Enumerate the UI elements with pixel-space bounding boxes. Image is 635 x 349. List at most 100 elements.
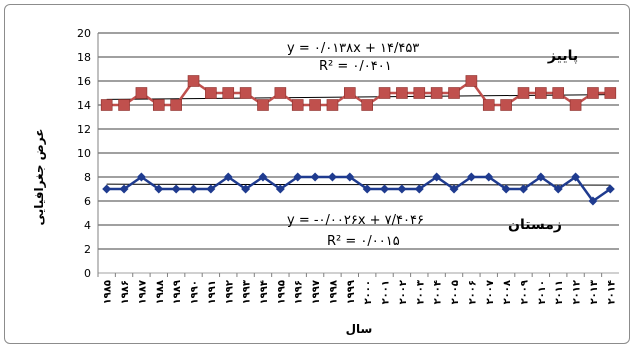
marker-1-6 <box>206 184 216 194</box>
series-markers <box>100 75 617 206</box>
marker-1-17 <box>397 184 407 194</box>
marker-0-24 <box>517 87 530 99</box>
y-tick-8: 8 <box>84 171 91 184</box>
marker-0-25 <box>535 87 547 99</box>
x-tick-۲۰۱۳: ۲۰۱۳ <box>589 280 600 304</box>
marker-1-3 <box>154 184 164 194</box>
y-tick-10: 10 <box>77 147 91 160</box>
marker-1-12 <box>310 172 320 182</box>
marker-1-22 <box>484 172 494 182</box>
x-tick-۱۹۹۸: ۱۹۹۸ <box>328 280 339 304</box>
x-tick-۲۰۰۳: ۲۰۰۳ <box>415 280 426 304</box>
marker-0-12 <box>309 99 321 111</box>
y-tick-0: 0 <box>84 267 91 280</box>
marker-1-9 <box>258 172 268 182</box>
chart-frame: 0 2 4 6 8 10 12 14 16 18 20 ۱۹۸۵ ۱۹۸۶ ۱۹۸۷ ۱۹۸۸ ۱۹۸۹ ۱۹… <box>4 4 630 344</box>
y-tick-18: 18 <box>77 51 91 64</box>
y-tick-14: 14 <box>77 99 91 112</box>
y-tick-2: 2 <box>84 243 91 256</box>
winter-trend-r2: R² = ۰/۰۰۱۵ <box>327 234 400 249</box>
marker-0-2 <box>135 87 148 99</box>
autumn-series-label: پاییز <box>547 48 578 64</box>
x-tick-۲۰۱۴: ۲۰۱۴ <box>606 280 617 304</box>
x-tick-۲۰۰۰: ۲۰۰۰ <box>363 280 374 304</box>
x-tick-۱۹۹۳: ۱۹۹۳ <box>242 280 253 304</box>
x-tick-۲۰۰۱: ۲۰۰۱ <box>381 280 392 304</box>
y-tick-20: 20 <box>77 27 91 40</box>
marker-0-21 <box>465 75 478 87</box>
marker-1-11 <box>293 172 303 182</box>
x-tick-۱۹۸۷: ۱۹۸۷ <box>137 280 148 304</box>
x-tick-۲۰۰۲: ۲۰۰۲ <box>398 280 409 304</box>
trendline-1 <box>106 183 611 186</box>
marker-1-7 <box>223 172 233 182</box>
x-tick-۲۰۱۲: ۲۰۱۲ <box>572 280 583 304</box>
marker-1-0 <box>102 184 112 194</box>
x-tick-۲۰۰۷: ۲۰۰۷ <box>485 280 496 304</box>
marker-1-14 <box>345 172 355 182</box>
x-tick-۱۹۹۰: ۱۹۹۰ <box>190 280 201 304</box>
marker-1-1 <box>119 184 129 194</box>
marker-1-15 <box>362 184 372 194</box>
y-axis-title: عرض جغرافیایی <box>32 129 46 226</box>
marker-1-8 <box>241 184 251 194</box>
marker-1-10 <box>275 184 285 194</box>
x-tick-۱۹۸۶: ۱۹۸۶ <box>120 280 131 304</box>
marker-0-20 <box>448 87 460 99</box>
marker-0-13 <box>326 99 339 111</box>
winter-series-label: زمستان <box>508 217 562 233</box>
marker-0-0 <box>100 99 113 111</box>
autumn-trend-equation: y = ۰/۰۱۳۸x + ۱۴/۴۵۳ <box>287 41 419 56</box>
x-axis-title: سال <box>346 322 373 336</box>
marker-1-23 <box>501 184 511 194</box>
y-tick-12: 12 <box>77 123 91 136</box>
marker-1-28 <box>588 196 598 206</box>
marker-1-27 <box>571 172 581 182</box>
marker-0-9 <box>257 99 269 111</box>
marker-1-25 <box>536 172 546 182</box>
y-tick-16: 16 <box>77 75 91 88</box>
x-tick-۲۰۰۵: ۲۰۰۵ <box>450 280 461 304</box>
y-tick-labels: 0 2 4 6 8 10 12 14 16 18 20 <box>77 27 91 280</box>
x-tick-۱۹۸۸: ۱۹۸۸ <box>155 280 166 304</box>
marker-0-17 <box>396 87 408 99</box>
y-tick-4: 4 <box>84 219 91 232</box>
marker-0-3 <box>152 99 165 111</box>
x-tick-۱۹۸۹: ۱۹۸۹ <box>172 280 183 304</box>
x-tick-۱۹۹۱: ۱۹۹۱ <box>207 280 218 304</box>
marker-1-24 <box>518 184 528 194</box>
x-tick-۱۹۹۴: ۱۹۹۴ <box>259 280 270 304</box>
series-line-0 <box>106 79 611 107</box>
x-tick-۱۹۹۶: ۱۹۹۶ <box>294 280 305 304</box>
marker-0-22 <box>482 99 495 111</box>
marker-0-23 <box>500 99 512 111</box>
x-tick-۲۰۰۸: ۲۰۰۸ <box>502 280 513 304</box>
marker-0-28 <box>587 87 599 99</box>
marker-1-4 <box>171 184 181 194</box>
winter-trend-equation: y = -۰/۰۰۲۶x + ۷/۴۰۴۶ <box>287 213 424 228</box>
x-tick-۲۰۰۶: ۲۰۰۶ <box>467 280 478 304</box>
y-tick-6: 6 <box>84 195 91 208</box>
x-tick-۲۰۰۹: ۲۰۰۹ <box>519 280 530 304</box>
marker-0-27 <box>569 99 582 111</box>
marker-1-13 <box>327 172 337 182</box>
marker-1-21 <box>466 172 476 182</box>
marker-0-5 <box>187 75 200 87</box>
x-tick-۱۹۹۷: ۱۹۹۷ <box>311 280 322 304</box>
trendlines <box>106 94 611 186</box>
marker-1-20 <box>449 184 459 194</box>
marker-1-5 <box>189 184 199 194</box>
x-tick-labels: ۱۹۸۵ ۱۹۸۶ ۱۹۸۷ ۱۹۸۸ ۱۹۸۹ ۱۹۹۰ ۱۹۹۱ ۱۹۹۲ ۱۹۹۳ ۱۹۹۴… <box>103 280 618 304</box>
marker-0-14 <box>344 87 356 99</box>
x-tick-۱۹۹۲: ۱۹۹۲ <box>224 280 235 304</box>
marker-0-29 <box>604 87 617 99</box>
marker-0-8 <box>239 87 252 99</box>
autumn-trend-r2: R² = ۰/۰۴۰۱ <box>319 59 392 74</box>
marker-0-6 <box>205 87 217 99</box>
marker-1-29 <box>605 184 615 194</box>
marker-0-7 <box>222 87 235 99</box>
marker-1-16 <box>380 184 390 194</box>
marker-1-2 <box>136 172 146 182</box>
x-tick-۱۹۹۵: ۱۹۹۵ <box>276 280 287 304</box>
